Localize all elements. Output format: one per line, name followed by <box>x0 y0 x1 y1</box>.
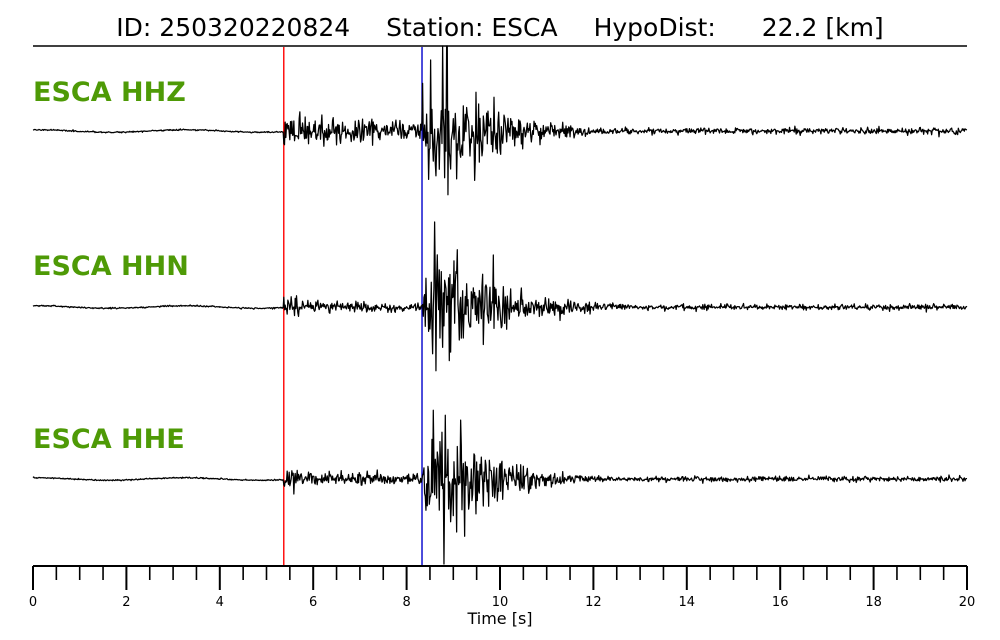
trace-label-esca-hhz: ESCA HHZ <box>33 77 186 108</box>
x-tick-label: 18 <box>865 595 882 610</box>
event-id: ID: 250320220824 <box>116 13 350 42</box>
time-axis: 0 2 4 6 8 10 12 14 16 18 20 Time [s] <box>29 565 976 628</box>
x-tick-label: 14 <box>679 595 696 610</box>
trace-label-esca-hhn: ESCA HHN <box>33 251 189 282</box>
trace-esca-hhz <box>32 45 968 196</box>
x-tick-label: 6 <box>309 595 317 610</box>
hypodist-value: 22.2 [km] <box>762 13 884 42</box>
trace-label-esca-hhe: ESCA HHE <box>33 424 185 455</box>
x-tick-label: 8 <box>402 595 410 610</box>
x-tick-label: 12 <box>585 595 602 610</box>
trace-esca-hhn <box>32 221 968 372</box>
x-tick-label: 20 <box>959 595 976 610</box>
station-name: Station: ESCA <box>386 13 557 42</box>
x-tick-label: 0 <box>29 595 37 610</box>
x-tick-label: 10 <box>492 595 509 610</box>
x-axis-label: Time [s] <box>466 609 532 628</box>
figure-title: ID: 250320220824 Station: ESCA HypoDist:… <box>116 13 883 42</box>
trace-esca-hhe <box>32 409 968 565</box>
trace-labels: ESCA HHZ ESCA HHN ESCA HHE <box>33 77 189 455</box>
hypodist-label: HypoDist: <box>594 13 716 42</box>
x-tick-label: 16 <box>772 595 789 610</box>
x-tick-label: 2 <box>122 595 130 610</box>
x-tick-label: 4 <box>216 595 224 610</box>
waveform-traces <box>32 45 968 565</box>
